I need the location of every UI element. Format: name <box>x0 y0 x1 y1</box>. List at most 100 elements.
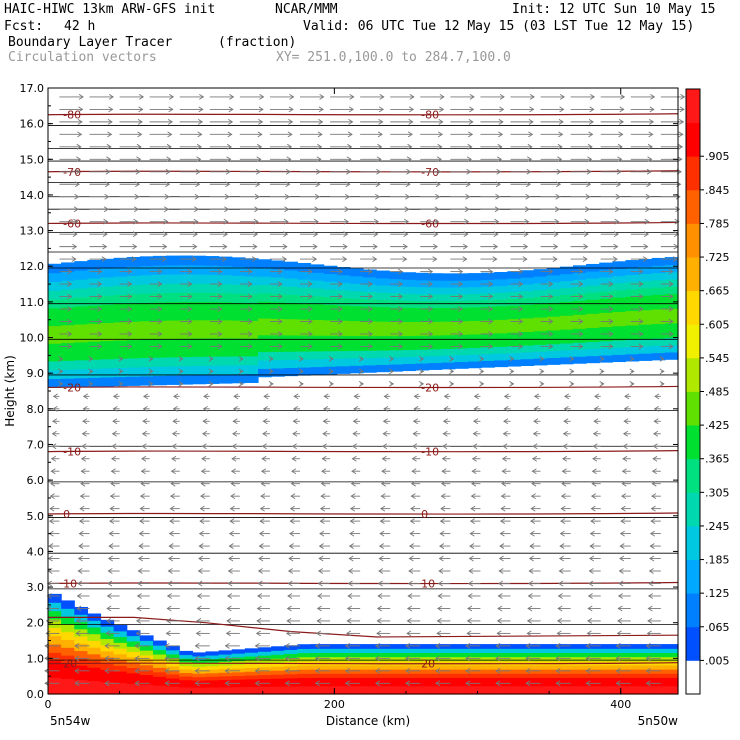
vector-head <box>559 106 565 113</box>
vector-head <box>647 618 653 624</box>
vector-head <box>194 655 200 662</box>
vector-head <box>548 293 554 300</box>
tracer-cell <box>153 653 167 659</box>
vector-head <box>347 131 353 138</box>
tracer-cell <box>74 686 88 695</box>
tracer-cell <box>415 321 430 329</box>
tracer-cell <box>166 665 180 671</box>
tracer-cell <box>533 351 548 359</box>
tracer-cell <box>113 630 128 638</box>
vector-head <box>97 318 103 325</box>
tracer-cell <box>87 368 102 378</box>
tracer-cell <box>441 685 456 691</box>
tracer-cell <box>166 677 180 683</box>
vector-head <box>107 131 113 138</box>
tracer-cell <box>192 687 207 692</box>
tracer-cell <box>61 351 75 361</box>
tracer-cell <box>363 357 377 366</box>
vector-head <box>668 268 674 275</box>
tracer-cell <box>205 337 220 348</box>
tracer-cell <box>166 292 180 303</box>
vector-head <box>228 118 234 125</box>
vector-head <box>528 580 534 587</box>
vector-head <box>533 418 539 425</box>
tracer-cell <box>87 259 102 270</box>
tracer-cell <box>586 299 600 307</box>
vector-head <box>466 168 472 175</box>
vector-head <box>140 480 146 487</box>
tracer-cell <box>520 277 535 285</box>
tracer-cell <box>363 673 377 678</box>
tracer-cell <box>153 357 167 367</box>
tracer-cell <box>192 264 207 275</box>
tracer-cell <box>218 364 233 375</box>
tracer-cell <box>153 685 167 691</box>
tracer-cell <box>349 342 364 351</box>
vector-head <box>258 106 264 113</box>
tracer-cell <box>402 328 417 336</box>
tracer-cell <box>218 672 233 677</box>
vector-head <box>200 468 206 475</box>
y-tick-label: 1.0 <box>27 652 45 665</box>
vector-head <box>591 468 597 475</box>
tracer-cell <box>61 342 75 352</box>
vector-head <box>346 618 352 624</box>
vector-head <box>648 131 654 138</box>
field-name: Boundary Layer Tracer <box>8 35 173 50</box>
tracer-cell <box>376 292 390 301</box>
tracer-cell <box>494 664 508 670</box>
vector-head <box>111 455 117 462</box>
tracer-cell <box>389 681 403 687</box>
temperature-contour <box>47 113 679 116</box>
vector-head <box>428 281 434 287</box>
vector-head <box>47 555 53 562</box>
tracer-cell <box>179 650 193 656</box>
tracer-cell <box>271 674 285 679</box>
tracer-cell <box>205 658 220 663</box>
vector-head <box>558 555 564 562</box>
tracer-cell <box>297 689 312 695</box>
tracer-cell <box>481 346 495 355</box>
vector-head <box>46 593 52 599</box>
vector-head <box>318 118 324 125</box>
tracer-cell <box>428 644 443 649</box>
tracer-cell <box>166 673 180 679</box>
tracer-cell <box>599 673 613 678</box>
tracer-cell <box>428 355 443 364</box>
tracer-cell <box>244 686 259 691</box>
vector-head <box>562 430 568 437</box>
vector-head <box>599 356 605 362</box>
tracer-cell <box>113 376 128 387</box>
vector-head <box>496 168 502 175</box>
tracer-cell <box>87 350 102 360</box>
vector-head <box>348 555 354 562</box>
tracer-cell <box>258 309 272 319</box>
tracer-cell <box>573 342 587 350</box>
tracer-cell <box>651 669 666 674</box>
tracer-cell <box>494 677 508 683</box>
tracer-cell <box>74 628 88 637</box>
tracer-cell <box>651 308 666 317</box>
vector-head <box>232 418 238 425</box>
tracer-cell <box>153 649 167 655</box>
vector-head <box>578 318 584 325</box>
vector-head <box>166 143 172 150</box>
tracer-cell <box>139 265 154 276</box>
vector-head <box>268 356 274 362</box>
tracer-cell <box>664 681 679 687</box>
tracer-cell <box>415 685 430 691</box>
tracer-cell <box>651 648 666 654</box>
tracer-cell <box>284 677 298 683</box>
tracer-field <box>48 255 679 695</box>
vector-head <box>473 393 479 400</box>
colorbar-label: .605 <box>705 318 730 331</box>
vector-head <box>608 281 614 287</box>
tracer-cell <box>494 339 508 347</box>
tracer-cell <box>428 362 443 370</box>
vector-head <box>378 555 384 562</box>
tracer-cell <box>559 356 574 365</box>
tracer-cell <box>441 334 456 343</box>
tracer-cell <box>481 652 495 658</box>
tracer-cell <box>612 673 627 678</box>
vector-head <box>405 642 411 649</box>
